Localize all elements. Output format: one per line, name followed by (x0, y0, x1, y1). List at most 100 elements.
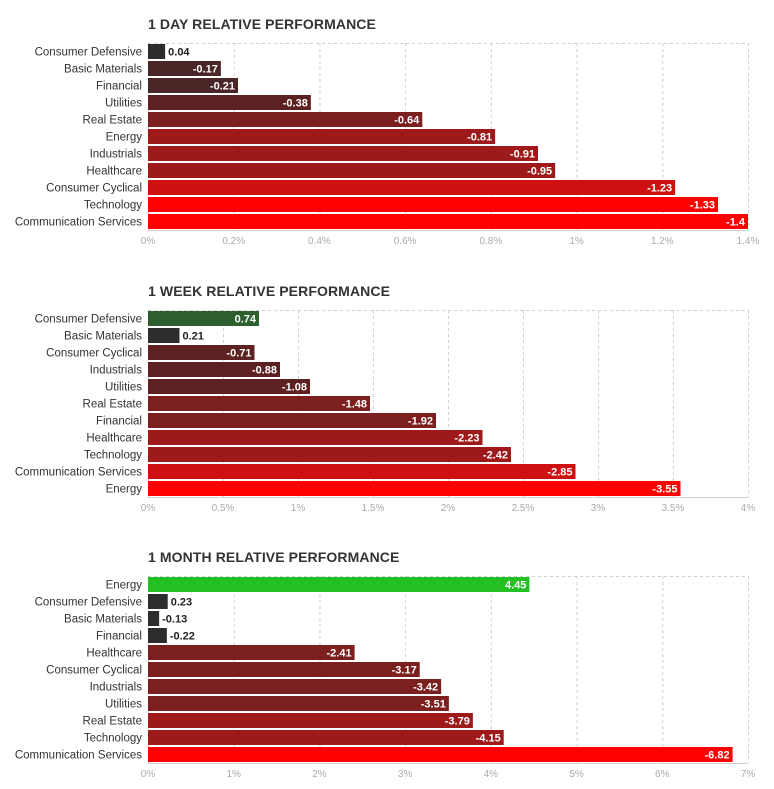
bar (148, 413, 436, 428)
bar-value-label: -1.48 (342, 399, 367, 411)
category-label: Industrials (90, 682, 143, 694)
x-tick-label: 0.8% (479, 236, 502, 247)
bar-value-label: -3.42 (413, 682, 438, 694)
x-tick-label: 6% (655, 769, 670, 780)
bar-value-label: -0.64 (394, 115, 420, 127)
category-label: Technology (84, 450, 142, 462)
category-label: Communication Services (15, 750, 142, 762)
bar-value-label: -0.81 (467, 132, 492, 144)
bar (148, 481, 681, 496)
bar (148, 328, 180, 343)
bar (148, 214, 748, 229)
category-label: Communication Services (15, 217, 142, 229)
bar (148, 730, 504, 745)
category-label: Healthcare (86, 166, 142, 178)
category-label: Industrials (90, 149, 143, 161)
bar (148, 396, 370, 411)
x-tick-label: 3.5% (662, 503, 685, 514)
category-label: Industrials (90, 365, 143, 377)
bar (148, 430, 483, 445)
category-label: Healthcare (86, 433, 142, 445)
day-performance-title: 1 DAY RELATIVE PERFORMANCE (148, 16, 376, 32)
bar (148, 464, 576, 479)
bar (148, 44, 166, 59)
x-tick-label: 4% (484, 769, 499, 780)
x-tick-label: 2.5% (512, 503, 535, 514)
bar (148, 146, 538, 161)
category-label: Consumer Defensive (35, 314, 142, 326)
category-label: Financial (96, 416, 142, 428)
bar-value-label: -0.21 (210, 81, 235, 93)
week-performance-chart: 0% 0.5% 1% 1.5% 2% 2.5% 3% 3.5% 4% Consumer Defen… (15, 310, 755, 514)
bar-value-label: -1.08 (282, 382, 307, 394)
x-tick-label: 0.4% (308, 236, 331, 247)
bar (148, 163, 556, 178)
bar (148, 696, 449, 711)
category-label: Real Estate (83, 399, 142, 411)
x-tick-label: 3% (591, 503, 606, 514)
bar-value-label: -2.41 (326, 648, 351, 660)
category-label: Consumer Cyclical (46, 348, 142, 360)
bar-value-label: -3.51 (421, 699, 446, 711)
category-label: Energy (106, 484, 143, 496)
bar-value-label: -1.23 (647, 183, 672, 195)
bar-value-label: -0.95 (527, 166, 552, 178)
bar (148, 447, 511, 462)
category-label: Technology (84, 733, 142, 745)
bar (148, 197, 718, 212)
x-tick-label: 1% (291, 503, 306, 514)
category-label: Financial (96, 81, 142, 93)
x-tick-label: 0% (141, 236, 156, 247)
bar (148, 61, 221, 76)
category-label: Basic Materials (64, 331, 142, 343)
bar-value-label: -0.17 (193, 64, 218, 76)
bar-value-label: -0.91 (510, 149, 535, 161)
x-tick-label: 0.2% (222, 236, 245, 247)
week-performance-title: 1 WEEK RELATIVE PERFORMANCE (148, 283, 391, 299)
bar-value-label: -2.85 (547, 467, 572, 479)
bar-value-label: 4.45 (505, 580, 526, 592)
category-label: Utilities (105, 98, 142, 110)
category-label: Utilities (105, 382, 142, 394)
week-performance-panel: 1 WEEK RELATIVE PERFORMANCE 0% 0.5% 1% 1.5%… (0, 283, 774, 523)
bar (148, 611, 160, 626)
bar (148, 112, 423, 127)
bar-value-label: -1.4 (726, 217, 746, 229)
category-label: Real Estate (83, 115, 142, 127)
bar (148, 679, 442, 694)
category-label: Financial (96, 631, 142, 643)
x-tick-label: 2% (312, 769, 327, 780)
bar (148, 713, 473, 728)
month-performance-chart: 0% 1% 2% 3% 4% 5% 6% 7% Energy 4.45 Consumer Defen… (15, 576, 755, 780)
bar-value-label: 0.04 (168, 47, 190, 59)
bar-value-label: -0.88 (252, 365, 277, 377)
bar-value-label: -3.79 (445, 716, 470, 728)
bar-value-label: -6.82 (704, 750, 729, 762)
x-tick-label: 0.5% (212, 503, 235, 514)
x-tick-label: 2% (441, 503, 456, 514)
bar (148, 362, 280, 377)
month-performance-panel: 1 MONTH RELATIVE PERFORMANCE 0% 1% 2% 3% 4% 5… (0, 549, 774, 789)
category-label: Basic Materials (64, 614, 142, 626)
bar (148, 747, 733, 762)
bar (148, 577, 530, 592)
bar (148, 379, 310, 394)
bar-value-label: -4.15 (476, 733, 501, 745)
category-label: Real Estate (83, 716, 142, 728)
x-tick-label: 1% (226, 769, 241, 780)
x-tick-label: 0.6% (394, 236, 417, 247)
bar-value-label: -0.38 (283, 98, 308, 110)
bar (148, 628, 167, 643)
bar (148, 180, 676, 195)
bar-value-label: -2.42 (483, 450, 508, 462)
x-tick-label: 1% (569, 236, 584, 247)
bar-value-label: 0.74 (235, 314, 257, 326)
x-tick-label: 3% (398, 769, 413, 780)
bar-value-label: -3.17 (392, 665, 417, 677)
x-tick-label: 1.5% (362, 503, 385, 514)
category-label: Communication Services (15, 467, 142, 479)
category-label: Energy (106, 132, 143, 144)
bar-value-label: -1.92 (408, 416, 433, 428)
category-label: Consumer Cyclical (46, 665, 142, 677)
bar-value-label: -2.23 (454, 433, 479, 445)
